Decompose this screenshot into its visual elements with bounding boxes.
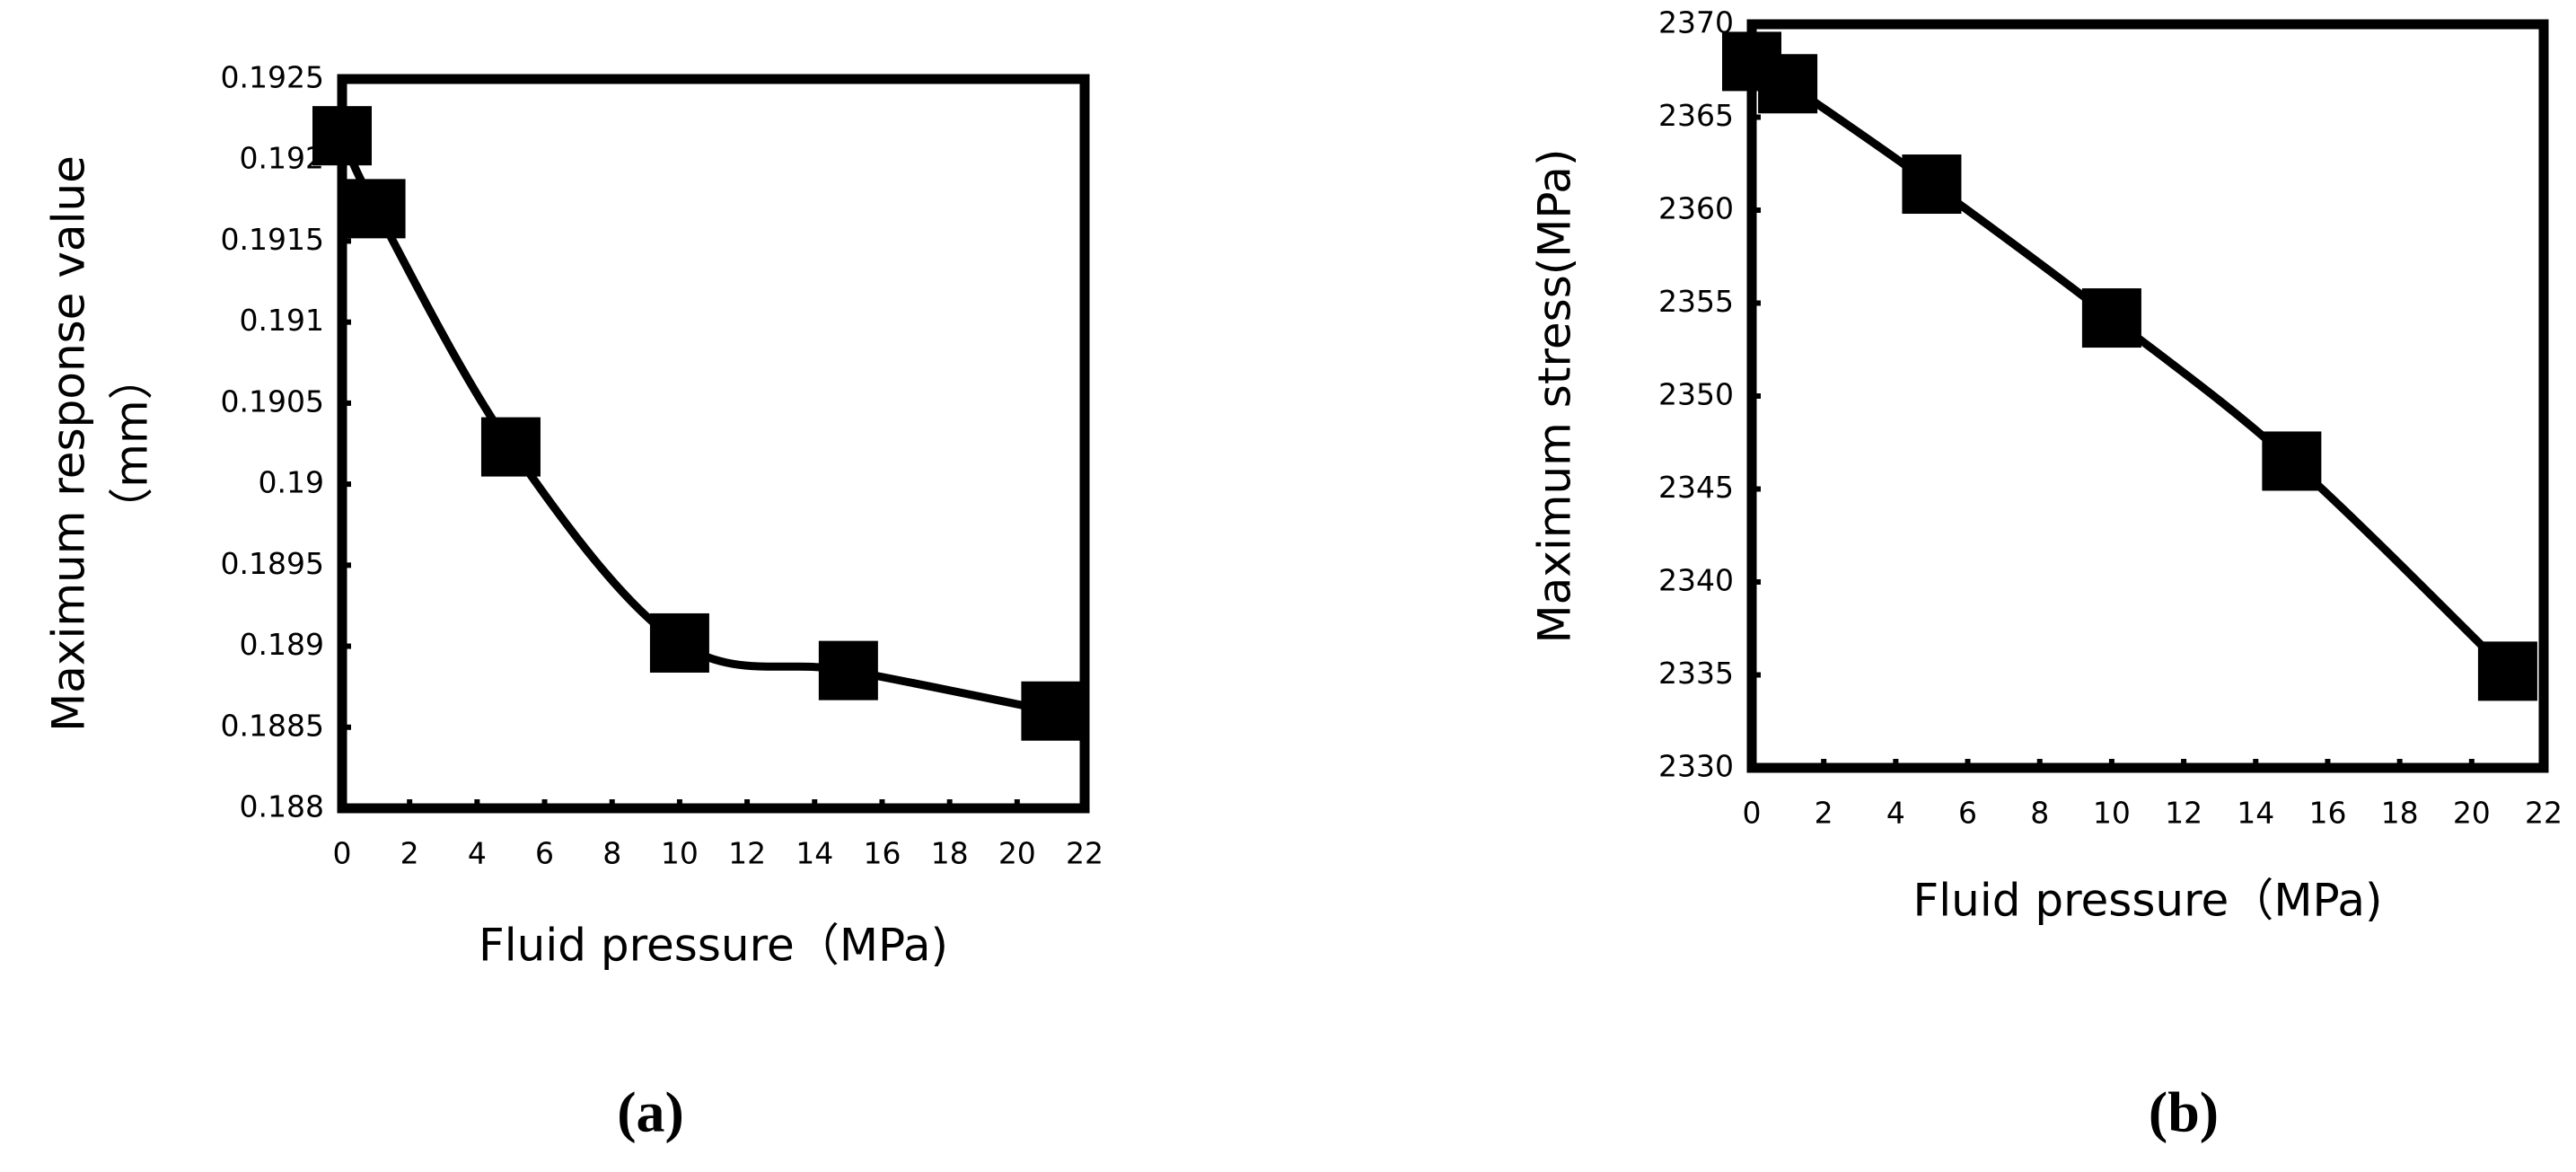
marker: [2081, 288, 2141, 348]
x-tick-label: 0: [1743, 796, 1762, 831]
x-tick-label: 2: [400, 836, 419, 871]
x-tick-label: 22: [1066, 836, 1103, 871]
x-tick-label: 14: [796, 836, 833, 871]
x-tick-label: 12: [2165, 796, 2202, 831]
y-tick-label: 0.1905: [221, 383, 324, 419]
y-tick-label: 2345: [1658, 470, 1734, 505]
plot-frame: [1746, 19, 2549, 773]
x-tick-label: 4: [468, 836, 487, 871]
y-tick-label: 0.1895: [221, 546, 324, 581]
panel-label: (a): [617, 1080, 684, 1144]
x-tick-label: 12: [728, 836, 766, 871]
y-tick-label: 2355: [1658, 284, 1734, 319]
marker: [2477, 641, 2537, 701]
x-tick-label: 18: [2381, 796, 2419, 831]
y-tick-label: 2365: [1658, 98, 1734, 133]
x-tick-label: 2: [1815, 796, 1833, 831]
y-axis-label: Maximum stress(MPa): [1529, 149, 1581, 644]
y-tick-label: 0.192: [240, 141, 324, 176]
marker: [312, 106, 372, 166]
x-axis-label: Fluid pressure（MPa): [1912, 875, 2382, 927]
marker: [818, 640, 878, 701]
y-tick-label: 2370: [1658, 5, 1734, 40]
marker: [346, 179, 406, 239]
plot-frame: [337, 74, 1090, 814]
y-axis-label: Maximum response value: [43, 155, 95, 732]
marker: [1021, 681, 1081, 741]
x-tick-label: 20: [2453, 796, 2491, 831]
y-tick-label: 2360: [1658, 191, 1734, 226]
x-tick-label: 4: [1886, 796, 1905, 831]
y-tick-label: 0.191: [240, 303, 324, 338]
x-tick-label: 8: [2030, 796, 2049, 831]
y-tick-label: 0.1885: [221, 708, 324, 743]
marker: [1902, 154, 1962, 215]
x-tick-label: 18: [931, 836, 969, 871]
x-tick-label: 16: [2308, 796, 2346, 831]
x-tick-label: 22: [2525, 796, 2563, 831]
x-tick-label: 10: [2093, 796, 2131, 831]
x-tick-label: 16: [863, 836, 901, 871]
series-line: [1749, 57, 2511, 674]
x-axis-label: Fluid pressure（MPa): [479, 920, 948, 972]
y-tick-label: 2330: [1658, 749, 1734, 784]
y-tick-label: 0.189: [240, 627, 324, 662]
x-tick-label: 6: [1958, 796, 1977, 831]
y-tick-label: 0.19: [259, 465, 324, 500]
y-tick-label: 2335: [1658, 656, 1734, 691]
marker: [1758, 54, 1818, 114]
x-tick-label: 14: [2237, 796, 2274, 831]
y-tick-label: 0.188: [240, 789, 324, 824]
x-tick-label: 8: [602, 836, 621, 871]
marker: [649, 612, 709, 673]
marker: [2262, 431, 2322, 491]
x-tick-label: 0: [333, 836, 352, 871]
panel-label: (b): [2149, 1080, 2219, 1144]
y-tick-label: 2350: [1658, 377, 1734, 412]
y-tick-label: 2340: [1658, 563, 1734, 598]
x-tick-label: 20: [998, 836, 1036, 871]
y-tick-label: 0.1915: [221, 222, 324, 257]
y-tick-label: 0.1925: [221, 60, 324, 95]
x-tick-label: 10: [661, 836, 699, 871]
x-tick-label: 6: [535, 836, 554, 871]
marker: [480, 417, 541, 477]
y-axis-label: （mm）: [106, 355, 158, 532]
